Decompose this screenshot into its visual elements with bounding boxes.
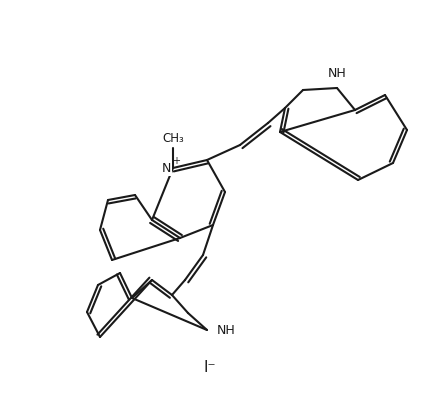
Text: I⁻: I⁻ — [204, 361, 216, 375]
Text: CH₃: CH₃ — [162, 132, 184, 145]
Text: +: + — [172, 156, 180, 166]
Text: NH: NH — [328, 67, 346, 80]
Text: N: N — [161, 161, 171, 174]
Text: NH: NH — [217, 324, 236, 337]
